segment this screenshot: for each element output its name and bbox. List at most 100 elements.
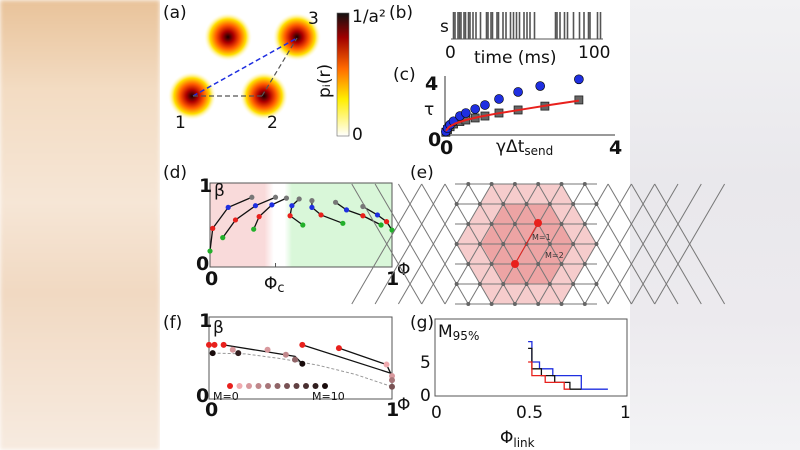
lattice-node — [466, 182, 471, 186]
red-point — [287, 213, 293, 219]
blue-point — [461, 108, 471, 118]
fit-line — [445, 99, 580, 132]
d-marks — [207, 194, 395, 267]
legend-dot — [227, 383, 233, 389]
lattice-node — [454, 202, 459, 206]
lattice-node — [489, 262, 494, 266]
e-label-m2: M=2 — [545, 251, 564, 260]
data-point — [299, 360, 306, 367]
panel-d-label: (d) — [163, 163, 187, 183]
c-xlabel-main: γΔt — [496, 137, 525, 157]
blue-point — [494, 94, 504, 104]
red-node — [511, 260, 519, 268]
site-label-2: 2 — [267, 113, 278, 133]
data-point — [220, 341, 227, 348]
lattice-node — [582, 182, 587, 186]
red-point — [232, 217, 239, 223]
trajectory-line — [253, 197, 287, 230]
panel-g: (g) M95% 5 0 0 0.5 1 Φlink — [410, 313, 631, 450]
lattice-node — [536, 262, 541, 266]
legend-dot — [236, 383, 243, 389]
red-point — [318, 212, 324, 218]
gray-point — [249, 194, 255, 200]
lattice-node — [477, 202, 482, 206]
square-point — [574, 95, 584, 105]
spike-raster — [452, 12, 602, 39]
blue-point — [535, 81, 546, 91]
trajectory-line — [335, 201, 382, 226]
lattice-node — [501, 282, 506, 286]
data-point — [229, 346, 236, 353]
lattice-node — [501, 202, 506, 206]
lattice-node — [454, 282, 459, 286]
c-y-max: 4 — [425, 73, 438, 95]
data-point — [209, 350, 216, 357]
blue-point — [513, 87, 523, 97]
g-y-0: 0 — [420, 386, 431, 406]
green-point — [378, 222, 384, 228]
site-label-3: 3 — [308, 9, 319, 29]
colorbar-label: pᵢ(r) — [315, 64, 335, 98]
legend-dot — [265, 383, 271, 389]
gray-point — [283, 195, 290, 201]
legend-dot — [303, 383, 309, 389]
f-xlabel: Φ — [397, 395, 410, 415]
lattice-node — [559, 182, 564, 186]
green-point — [340, 220, 346, 226]
d-x-min: 0 — [205, 268, 218, 290]
green-point — [207, 248, 213, 254]
panel-f: (f) 1 β 0 0 1 Φ M=0 M=10 — [163, 310, 410, 421]
g-ylabel-sub: 95% — [453, 329, 480, 343]
lattice-node — [489, 302, 494, 306]
g-x-05: 0.5 — [516, 403, 543, 423]
panel-f-label: (f) — [163, 313, 182, 333]
f-y-max: 1 — [199, 310, 212, 332]
data-point — [383, 361, 390, 368]
blurred-background-left — [0, 0, 160, 450]
blue-point — [343, 207, 350, 213]
lattice-node — [536, 182, 541, 186]
trajectory-line — [362, 205, 393, 231]
blue-point — [574, 74, 584, 85]
lattice-node — [489, 182, 494, 186]
c-xlabel-sub: send — [524, 144, 553, 158]
lattice-node — [466, 222, 471, 226]
lattice-node — [571, 242, 576, 246]
data-point — [282, 351, 289, 358]
lattice-node — [466, 262, 471, 266]
red-point — [360, 213, 366, 219]
lattice-node — [571, 282, 576, 286]
lattice-node — [571, 202, 576, 206]
c-x-max: 4 — [609, 137, 622, 159]
legend-dot — [284, 383, 290, 389]
colorbar — [336, 12, 350, 137]
lattice-node — [524, 282, 529, 286]
lattice-node — [559, 262, 564, 266]
d-x-max: 1 — [386, 268, 399, 290]
link-1-3 — [192, 37, 298, 97]
c-ylabel: τ — [424, 100, 434, 120]
trajectory-line — [222, 196, 276, 238]
blue-point — [289, 203, 295, 209]
panel-c-label: (c) — [393, 65, 416, 85]
f-legend-start: M=0 — [213, 390, 239, 403]
red-node — [534, 219, 542, 227]
c-marks — [441, 74, 584, 137]
step-line — [528, 347, 582, 390]
step-line — [528, 361, 570, 390]
d-phi-c-sub: c — [277, 281, 284, 296]
raster-xlabel: time (ms) — [474, 48, 557, 68]
trajectory-line — [302, 344, 393, 375]
panel-e-label: (e) — [410, 163, 434, 183]
panel-a-label: (a) — [163, 3, 187, 23]
data-point — [389, 373, 395, 380]
lattice-node — [582, 302, 587, 306]
lattice-node — [512, 302, 517, 306]
legend-dot — [246, 383, 252, 389]
d-y-min: 0 — [196, 253, 209, 275]
g-x-0: 0 — [431, 403, 442, 423]
lattice-diagonal — [630, 183, 702, 305]
blue-point — [309, 204, 315, 210]
lattice-node — [582, 262, 587, 266]
g-xlabel-main: Φ — [500, 428, 513, 448]
